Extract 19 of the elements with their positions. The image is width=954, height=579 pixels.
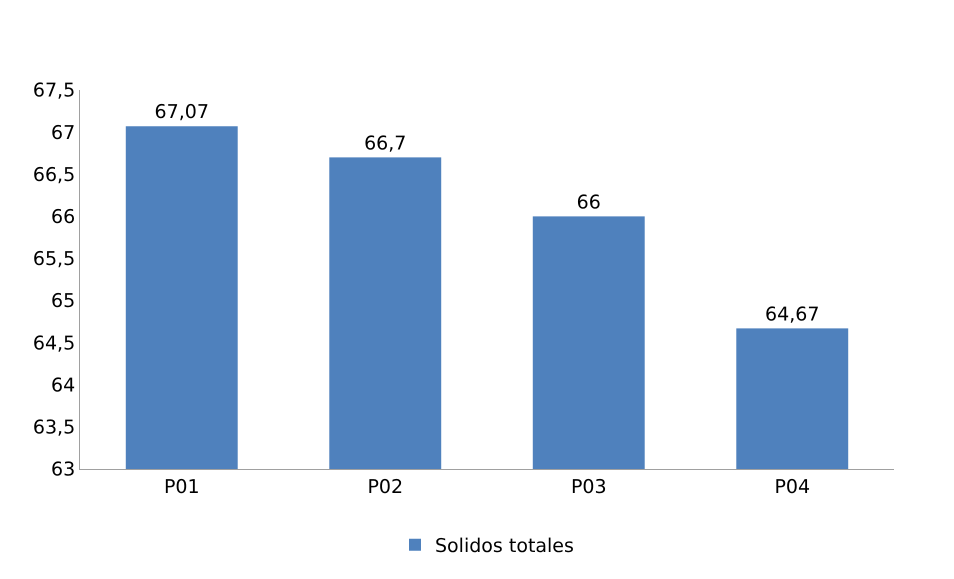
y-tick-label: 66 xyxy=(51,206,76,228)
y-tick-label: 66,5 xyxy=(32,164,76,186)
y-tick-label: 64,5 xyxy=(32,332,76,354)
y-tick-label: 64 xyxy=(51,374,76,396)
x-tick-label: P04 xyxy=(774,476,810,498)
y-tick-label: 65,5 xyxy=(32,248,76,270)
y-tick-label: 65 xyxy=(51,290,76,312)
y-tick-label: 63 xyxy=(51,458,76,481)
x-tick-label: P01 xyxy=(164,476,200,498)
x-tick-label: P02 xyxy=(367,476,404,498)
data-label: 66 xyxy=(576,191,601,214)
legend-label: Solidos totales xyxy=(435,535,574,558)
data-label: 67,07 xyxy=(154,101,209,124)
y-tick-label: 67,5 xyxy=(32,80,76,102)
y-tick-label: 67 xyxy=(51,122,76,144)
y-tick-label: 63,5 xyxy=(32,416,76,439)
data-label: 64,67 xyxy=(765,303,820,326)
data-label: 66,7 xyxy=(364,132,406,154)
x-tick-label: P03 xyxy=(570,476,607,498)
